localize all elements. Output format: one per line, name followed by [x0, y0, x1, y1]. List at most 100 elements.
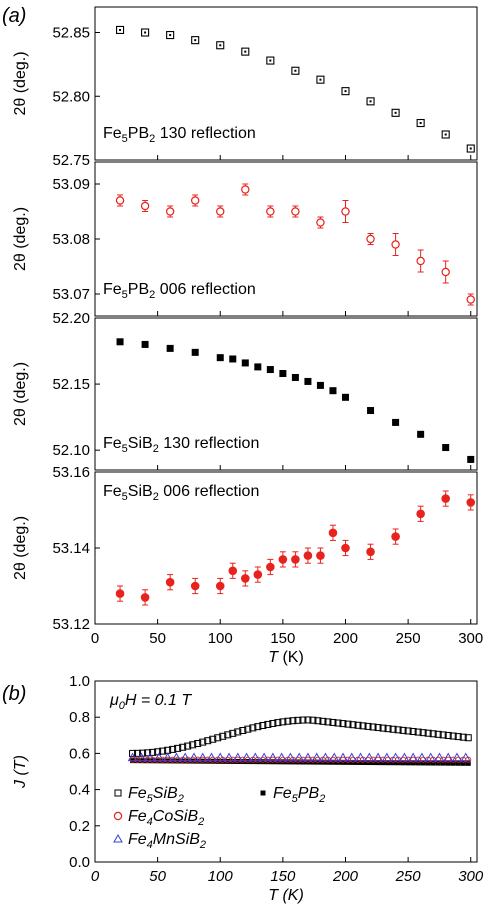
- curve-point-fe5pb2: [215, 758, 221, 764]
- curve-point-fe4mnsib2: [241, 752, 252, 762]
- curve-point-fe4mnsib2: [294, 752, 305, 762]
- x-axis-title: T (K): [268, 887, 304, 904]
- curve-point-fe5sib2: [129, 749, 137, 757]
- x-tick-label: 250: [396, 630, 421, 647]
- curve-point-fe5sib2: [224, 731, 232, 739]
- legend-marker: [113, 833, 123, 843]
- curve-point-fe4mnsib2: [127, 752, 138, 762]
- data-point: [116, 338, 124, 346]
- curve-point-fe5pb2: [190, 758, 196, 764]
- panel-b: 1.0 0.8 0.6 0.4 0.2 0.00 50 100 150 200 250 300 J (T…: [12, 673, 484, 904]
- data-point-dot: [419, 122, 422, 125]
- curve-point-fe5sib2: [194, 739, 202, 747]
- curve-point-fe5sib2: [319, 717, 327, 725]
- data-point-dot: [369, 100, 372, 103]
- x-tick-label: 100: [208, 868, 234, 885]
- y-tick-label: 52.15: [52, 376, 90, 393]
- curve-point-fe4mnsib2: [145, 752, 155, 762]
- curve-point-fe5pb2: [435, 760, 441, 766]
- curve-point-fe4mnsib2: [329, 752, 340, 762]
- y-tick-label: 53.09: [52, 176, 90, 193]
- curve-point-fe5pb2: [430, 760, 436, 766]
- curve-point-fe5sib2: [259, 721, 267, 729]
- curve-point-fe5pb2: [405, 760, 411, 766]
- curve-point-fe4mnsib2: [285, 752, 296, 762]
- curve-point-fe4mnsib2: [259, 752, 269, 762]
- curve-point-fe5sib2: [454, 733, 462, 741]
- curve-point-fe4mnsib2: [364, 752, 375, 762]
- curve-point-fe5pb2: [210, 758, 216, 764]
- data-point: [366, 547, 375, 557]
- curve-point-fe5sib2: [304, 716, 312, 724]
- x-tick-label: 50: [149, 868, 166, 885]
- curve-point-fe5pb2: [440, 760, 446, 766]
- curve-point-fe4mnsib2: [373, 752, 383, 762]
- y-tick-label: 53.08: [52, 231, 90, 248]
- data-point: [303, 551, 313, 560]
- data-point: [441, 494, 450, 503]
- curve-point-fe5sib2: [289, 717, 297, 725]
- curve-point-fe5pb2: [260, 759, 266, 765]
- curve-point-fe4mnsib2: [425, 752, 436, 762]
- data-point: [266, 562, 275, 572]
- curve-point-fe4mnsib2: [224, 752, 234, 762]
- data-point: [140, 201, 150, 211]
- panels: 52.85 52.80 52.75 2θ (deg.) Fe5PB2 130 refle…: [12, 6, 484, 904]
- data-point: [316, 551, 325, 560]
- data-point-dot: [319, 78, 322, 81]
- data-point: [115, 196, 125, 205]
- data-point: [441, 267, 450, 277]
- curve-point-fe4mnsib2: [355, 752, 366, 762]
- curve-point-fe5sib2: [329, 718, 337, 726]
- x-tick-label: 200: [333, 630, 358, 647]
- y-tick-label: 0.0: [69, 854, 90, 871]
- data-point: [266, 366, 274, 374]
- curve-point-fe5sib2: [394, 726, 402, 734]
- x-tick-label: 100: [208, 630, 233, 647]
- data-point: [416, 509, 425, 519]
- curve-point-fe5sib2: [369, 723, 377, 731]
- data-point: [417, 430, 425, 438]
- data-point: [341, 543, 350, 553]
- curve-point-fe5sib2: [419, 729, 427, 737]
- curve-point-fe4mnsib2: [346, 752, 357, 762]
- curve-point-fe4mnsib2: [320, 752, 331, 762]
- curve-point-fe5pb2: [420, 760, 426, 766]
- curve-point-fe5sib2: [314, 717, 322, 725]
- curve-point-fe5sib2: [409, 728, 417, 736]
- curve-point-fe5pb2: [270, 759, 276, 765]
- curve-point-fe4mnsib2: [267, 752, 278, 762]
- data-point: [466, 295, 475, 304]
- curve-point-fe4mnsib2: [171, 752, 182, 762]
- curve-point-fe5sib2: [379, 724, 387, 732]
- legend-entry: Fe5SiB2: [128, 785, 184, 805]
- data-point-dot: [244, 50, 247, 53]
- curve-point-fe5pb2: [425, 760, 431, 766]
- data-point: [141, 340, 149, 348]
- curve-point-fe5sib2: [459, 733, 467, 741]
- curve-point-fe5pb2: [230, 758, 236, 764]
- data-point: [328, 528, 338, 538]
- panel-label-a: (a): [2, 5, 26, 27]
- curve-point-fe5sib2: [359, 722, 367, 730]
- data-point: [229, 355, 237, 363]
- curve-point-fe4mnsib2: [408, 752, 418, 762]
- curve-point-fe5sib2: [134, 749, 142, 757]
- data-point: [190, 196, 200, 205]
- y-tick-label: 53.14: [52, 540, 90, 557]
- y-tick-label: 53.07: [52, 286, 90, 303]
- data-point: [367, 407, 375, 415]
- curve-point-fe4mnsib2: [303, 752, 313, 762]
- data-point: [241, 185, 250, 194]
- curve-point-fe4mnsib2: [232, 752, 243, 762]
- data-point: [253, 570, 263, 579]
- curve-point-fe5sib2: [444, 731, 452, 739]
- data-point: [278, 555, 288, 564]
- data-point: [166, 344, 174, 352]
- curve-point-fe5pb2: [280, 759, 286, 765]
- data-point-dot: [119, 28, 122, 31]
- data-point: [391, 240, 400, 249]
- curve-point-fe4mnsib2: [311, 752, 322, 762]
- curve-point-fe4mnsib2: [136, 752, 147, 762]
